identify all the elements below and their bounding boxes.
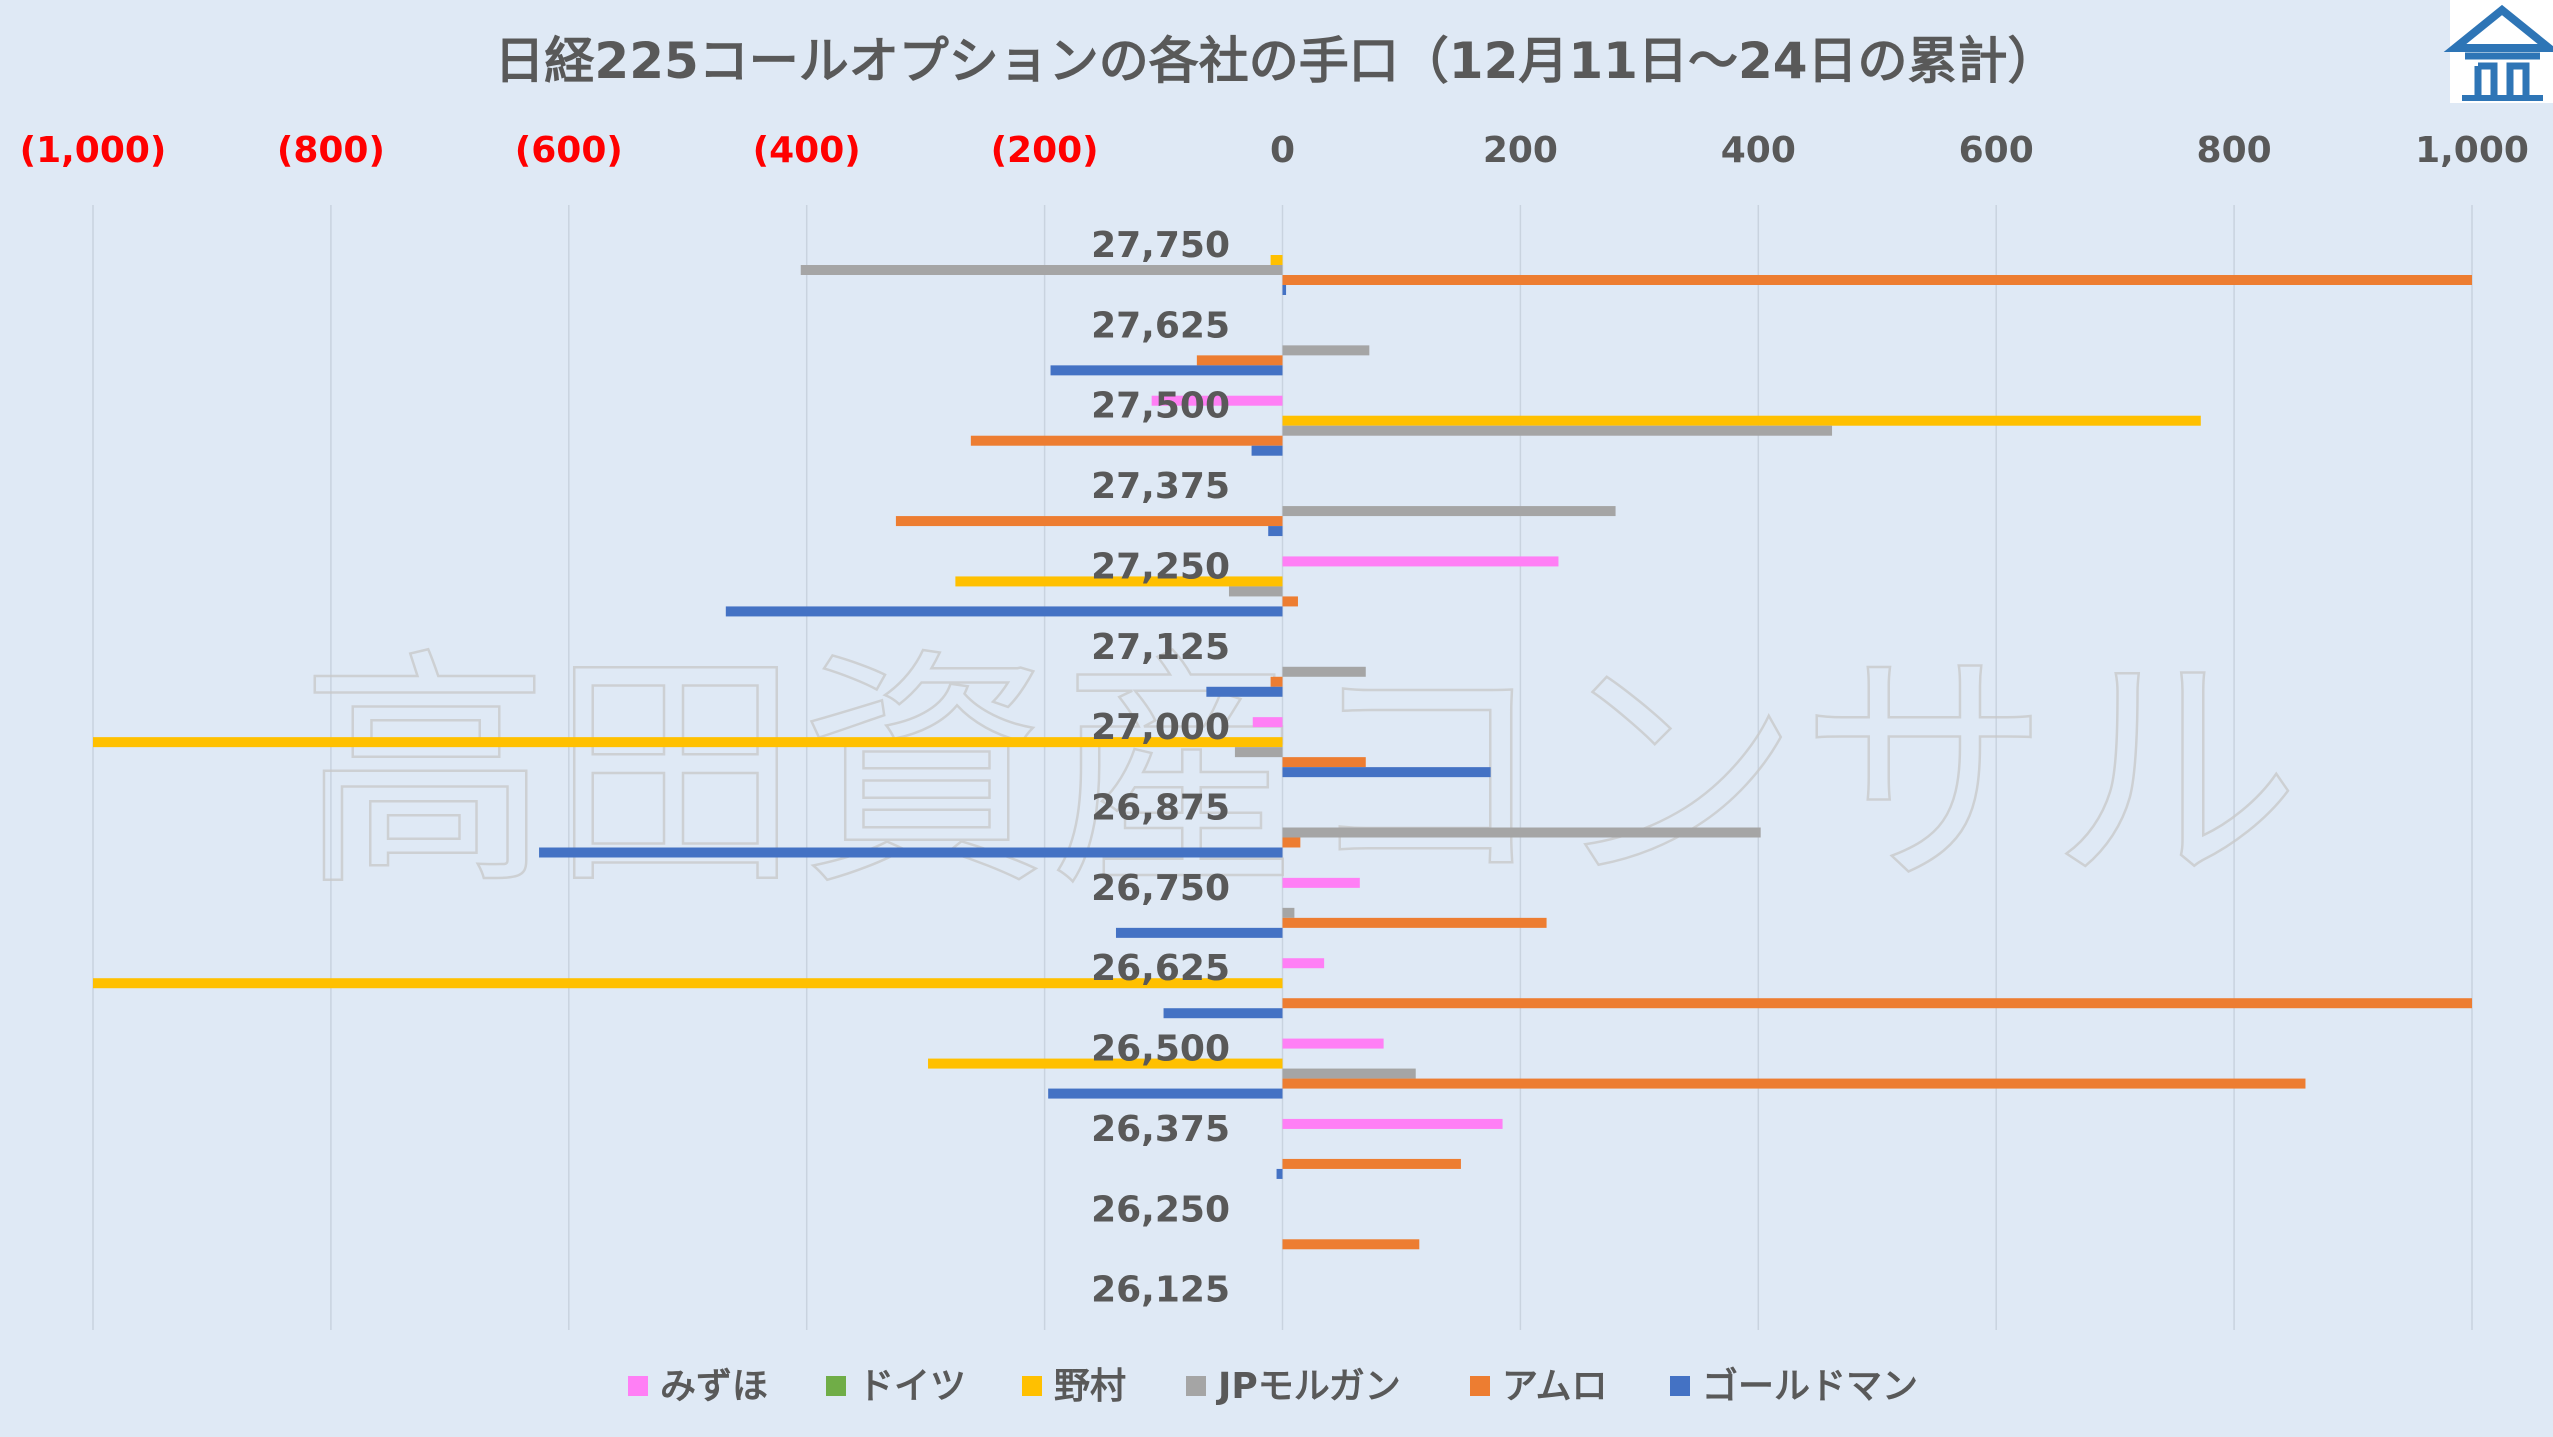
legend-swatch-4 <box>1470 1376 1490 1396</box>
bar-2-6 <box>93 737 1283 748</box>
bars <box>93 255 2472 1250</box>
legend-swatch-2 <box>1022 1376 1042 1396</box>
x-tick-label-10: 1,000 <box>2415 130 2529 171</box>
bar-4-1 <box>1196 355 1283 366</box>
bar-3-3 <box>1282 506 1616 517</box>
bar-0-9 <box>1282 958 1325 969</box>
bar-3-4 <box>1228 586 1283 597</box>
chart-title: 日経225コールオプションの各社の手口（12月11日～24日の累計） <box>494 32 2057 90</box>
legend-item-0: みずほ <box>628 1366 768 1407</box>
bar-3-1 <box>1282 345 1370 356</box>
bar-4-10 <box>1282 1078 2306 1089</box>
x-axis-ticks: (1,000) (800) (600) (400) (200) 0 200 400 600 800… <box>20 130 2529 171</box>
category-label-6: 27,000 <box>1091 707 1230 748</box>
bar-5-9 <box>1163 1008 1283 1019</box>
bar-2-10 <box>928 1058 1283 1069</box>
x-tick-label-7: 400 <box>1721 130 1796 171</box>
bar-5-7 <box>539 847 1283 858</box>
legend-label-1: ドイツ <box>858 1366 966 1407</box>
category-label-5: 27,125 <box>1091 627 1230 668</box>
category-label-9: 26,625 <box>1091 948 1230 989</box>
legend-label-3: JPモルガン <box>1215 1366 1401 1407</box>
bar-5-8 <box>1115 927 1283 938</box>
bar-3-6 <box>1234 747 1283 758</box>
x-tick-label-0: (1,000) <box>20 130 167 171</box>
legend-swatch-1 <box>826 1376 846 1396</box>
legend-item-5: ゴールドマン <box>1670 1365 1918 1407</box>
category-label-10: 26,500 <box>1091 1029 1230 1070</box>
bar-4-6 <box>1282 757 1366 768</box>
x-tick-label-8: 600 <box>1959 130 2034 171</box>
bar-5-1 <box>1050 365 1283 376</box>
bar-4-3 <box>895 516 1283 527</box>
legend-label-0: みずほ <box>660 1366 768 1407</box>
bar-2-0 <box>1270 255 1283 265</box>
bar-5-10 <box>1048 1088 1283 1099</box>
category-label-4: 27,250 <box>1091 546 1230 587</box>
legend-item-3: JPモルガン <box>1186 1366 1401 1407</box>
bar-4-5 <box>1270 676 1283 687</box>
bar-3-8 <box>1282 907 1295 918</box>
bar-0-6 <box>1252 717 1283 728</box>
legend-label-4: アムロ <box>1502 1366 1607 1407</box>
legend-item-4: アムロ <box>1470 1366 1607 1407</box>
bar-0-11 <box>1282 1118 1503 1129</box>
bar-4-4 <box>1282 596 1298 607</box>
bar-0-8 <box>1282 877 1360 888</box>
bar-3-10 <box>1282 1068 1416 1079</box>
bar-5-11 <box>1276 1168 1283 1179</box>
bar-5-2 <box>1251 445 1283 456</box>
x-tick-label-4: (200) <box>991 130 1099 171</box>
category-label-1: 27,625 <box>1091 305 1230 346</box>
bar-4-9 <box>1282 998 2472 1009</box>
x-tick-label-2: (600) <box>515 130 623 171</box>
bar-3-7 <box>1282 827 1761 838</box>
bar-4-0 <box>1282 275 2472 285</box>
bar-5-3 <box>1268 526 1283 537</box>
bar-4-7 <box>1282 837 1301 848</box>
legend-label-5: ゴールドマン <box>1702 1365 1918 1407</box>
bar-4-12 <box>1282 1239 1420 1250</box>
bar-3-0 <box>800 265 1283 275</box>
bar-5-4 <box>725 606 1283 617</box>
bar-2-2 <box>1282 415 2201 426</box>
legend-swatch-3 <box>1186 1376 1206 1396</box>
category-label-7: 26,875 <box>1091 788 1230 829</box>
bar-4-8 <box>1282 917 1547 928</box>
category-label-3: 27,375 <box>1091 466 1230 507</box>
category-label-0: 27,750 <box>1091 225 1230 266</box>
bar-2-4 <box>955 576 1283 587</box>
legend: みずほ ドイツ 野村 JPモルガン アムロ ゴールドマン <box>628 1365 1918 1407</box>
x-tick-label-9: 800 <box>2197 130 2272 171</box>
bar-2-9 <box>93 978 1283 989</box>
bar-3-2 <box>1282 425 1833 436</box>
legend-swatch-0 <box>628 1376 648 1396</box>
x-tick-label-3: (400) <box>753 130 861 171</box>
x-tick-label-1: (800) <box>277 130 385 171</box>
category-label-13: 26,125 <box>1091 1270 1230 1311</box>
legend-swatch-5 <box>1670 1376 1690 1396</box>
category-label-11: 26,375 <box>1091 1109 1230 1150</box>
bar-5-0 <box>1282 285 1287 295</box>
bar-5-6 <box>1282 767 1491 778</box>
bar-4-11 <box>1282 1158 1461 1169</box>
x-tick-label-6: 200 <box>1483 130 1558 171</box>
logo-icon <box>2443 0 2553 103</box>
bar-0-10 <box>1282 1038 1384 1049</box>
bar-0-4 <box>1282 556 1559 567</box>
legend-label-2: 野村 <box>1054 1366 1126 1407</box>
x-tick-label-5: 0 <box>1270 130 1295 171</box>
bar-4-2 <box>970 435 1283 446</box>
category-labels: 27,750 27,625 27,500 27,375 27,250 27,125 27,0… <box>1091 225 1230 1311</box>
legend-item-2: 野村 <box>1022 1366 1126 1407</box>
category-label-8: 26,750 <box>1091 868 1230 909</box>
category-label-12: 26,250 <box>1091 1189 1230 1230</box>
bar-3-5 <box>1282 666 1366 677</box>
bar-5-5 <box>1206 686 1283 697</box>
bar-0-2 <box>1151 395 1283 406</box>
category-label-2: 27,500 <box>1091 386 1230 427</box>
legend-item-1: ドイツ <box>826 1366 966 1407</box>
